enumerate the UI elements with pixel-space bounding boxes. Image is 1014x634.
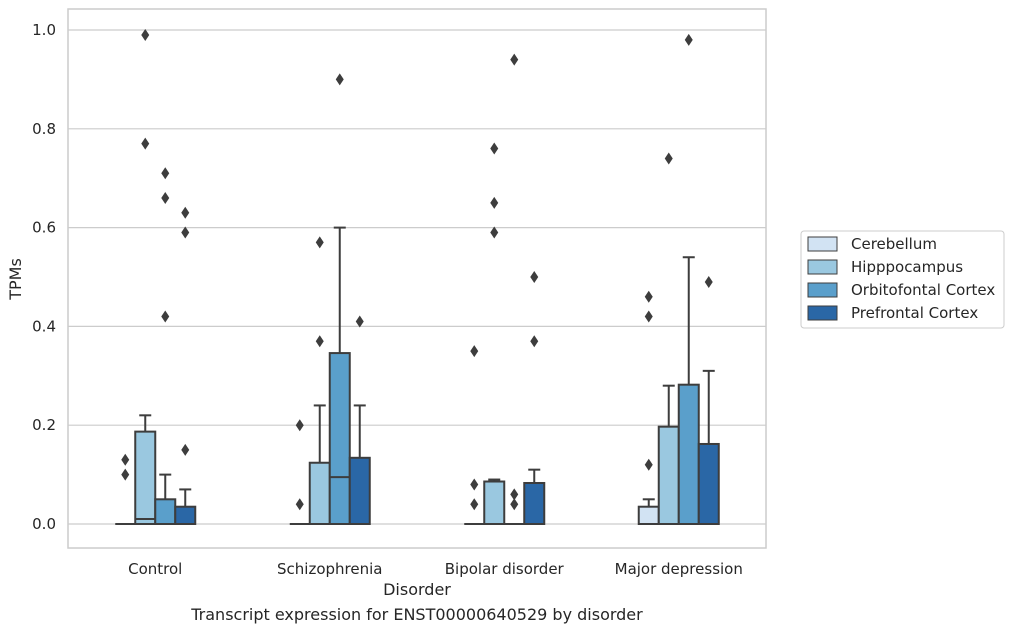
outlier-point: [704, 275, 713, 288]
x-tick-label: Control: [128, 560, 182, 578]
outlier-point: [355, 315, 364, 328]
box-hipppocampus: [134, 28, 157, 526]
x-tick-labels: Control Schizophrenia Bipolar disorder Majo…: [128, 560, 743, 578]
outlier-point: [530, 271, 539, 283]
box-orbitofontal-cortex: [504, 53, 525, 525]
legend-label: Orbitofontal Cortex: [851, 281, 995, 299]
box-body: [657, 425, 680, 526]
box-cerebellum: [289, 419, 310, 525]
legend: Cerebellum Hipppocampus Orbitofontal Corte…: [800, 230, 1005, 329]
legend-label: Prefrontal Cortex: [851, 304, 978, 322]
outlier-point: [161, 310, 170, 323]
legend-swatch: [807, 305, 838, 321]
y-tick-labels: 0.0 0.2 0.4 0.6 0.8 1.0: [32, 21, 56, 533]
box-body: [174, 505, 197, 525]
outlier-point: [490, 226, 499, 239]
y-tick-label: 1.0: [32, 21, 56, 39]
legend-label: Hipppocampus: [851, 258, 963, 276]
outlier-point: [161, 191, 170, 204]
box-body: [134, 430, 157, 526]
box-body: [637, 505, 660, 525]
outlier-point: [141, 28, 150, 41]
outlier-point: [510, 53, 519, 66]
outlier-point: [644, 458, 653, 471]
x-axis-label: Disorder: [383, 580, 451, 599]
outlier-point: [644, 310, 653, 323]
outlier-point: [470, 345, 479, 358]
box-body: [308, 461, 331, 525]
outlier-point: [490, 196, 499, 209]
outlier-point: [530, 335, 539, 348]
outlier-point: [470, 478, 479, 491]
outlier-point: [335, 73, 344, 86]
outlier-point: [490, 142, 499, 155]
y-tick-label: 0.4: [32, 317, 56, 335]
plot-frame: [67, 8, 767, 549]
box-body: [483, 480, 506, 525]
box-body: [697, 442, 720, 525]
outlier-point: [644, 290, 653, 303]
y-axis-label: TPMs: [6, 258, 25, 301]
outlier-point: [510, 498, 519, 511]
outlier-point: [315, 236, 324, 249]
box-body: [328, 352, 351, 525]
boxplot-marks: [115, 28, 720, 526]
box-orbitofontal-cortex: [328, 73, 351, 525]
outlier-point: [161, 167, 170, 180]
box-prefrontal-cortex: [174, 206, 197, 525]
x-tick-label: Schizophrenia: [277, 560, 382, 578]
box-cerebellum: [464, 345, 485, 525]
box-body: [154, 498, 177, 525]
box-body: [523, 481, 546, 525]
y-tick-label: 0.2: [32, 416, 56, 434]
x-tick-label: Bipolar disorder: [445, 560, 565, 578]
outlier-point: [470, 498, 479, 511]
box-cerebellum: [637, 290, 660, 525]
legend-swatch: [807, 282, 838, 298]
outlier-point: [121, 453, 130, 466]
legend-frame: [800, 230, 1005, 329]
outlier-point: [295, 498, 304, 511]
figure-caption: Transcript expression for ENST0000064052…: [191, 605, 643, 624]
box-prefrontal-cortex: [697, 275, 720, 525]
outlier-point: [141, 137, 150, 150]
outlier-point: [684, 33, 693, 46]
outlier-point: [315, 335, 324, 348]
outlier-point: [510, 488, 519, 501]
outlier-point: [181, 206, 190, 219]
box-prefrontal-cortex: [348, 315, 371, 525]
outlier-point: [295, 419, 304, 432]
y-tick-label: 0.0: [32, 515, 56, 533]
box-hipppocampus: [483, 142, 506, 525]
box-hipppocampus: [308, 236, 331, 525]
outlier-point: [121, 468, 130, 481]
legend-swatch: [807, 259, 838, 275]
box-prefrontal-cortex: [523, 271, 546, 525]
x-tick-label: Major depression: [615, 560, 743, 578]
legend-label: Cerebellum: [851, 235, 937, 253]
box-hipppocampus: [657, 152, 680, 526]
box-orbitofontal-cortex: [154, 167, 177, 525]
legend-swatch: [807, 236, 838, 252]
outlier-point: [664, 152, 673, 165]
box-cerebellum: [115, 453, 136, 525]
outlier-point: [181, 443, 190, 456]
y-tick-label: 0.6: [32, 219, 56, 237]
box-body: [348, 456, 371, 525]
outlier-point: [181, 226, 190, 239]
box-body: [677, 383, 700, 525]
box-orbitofontal-cortex: [677, 33, 700, 525]
y-tick-label: 0.8: [32, 120, 56, 138]
